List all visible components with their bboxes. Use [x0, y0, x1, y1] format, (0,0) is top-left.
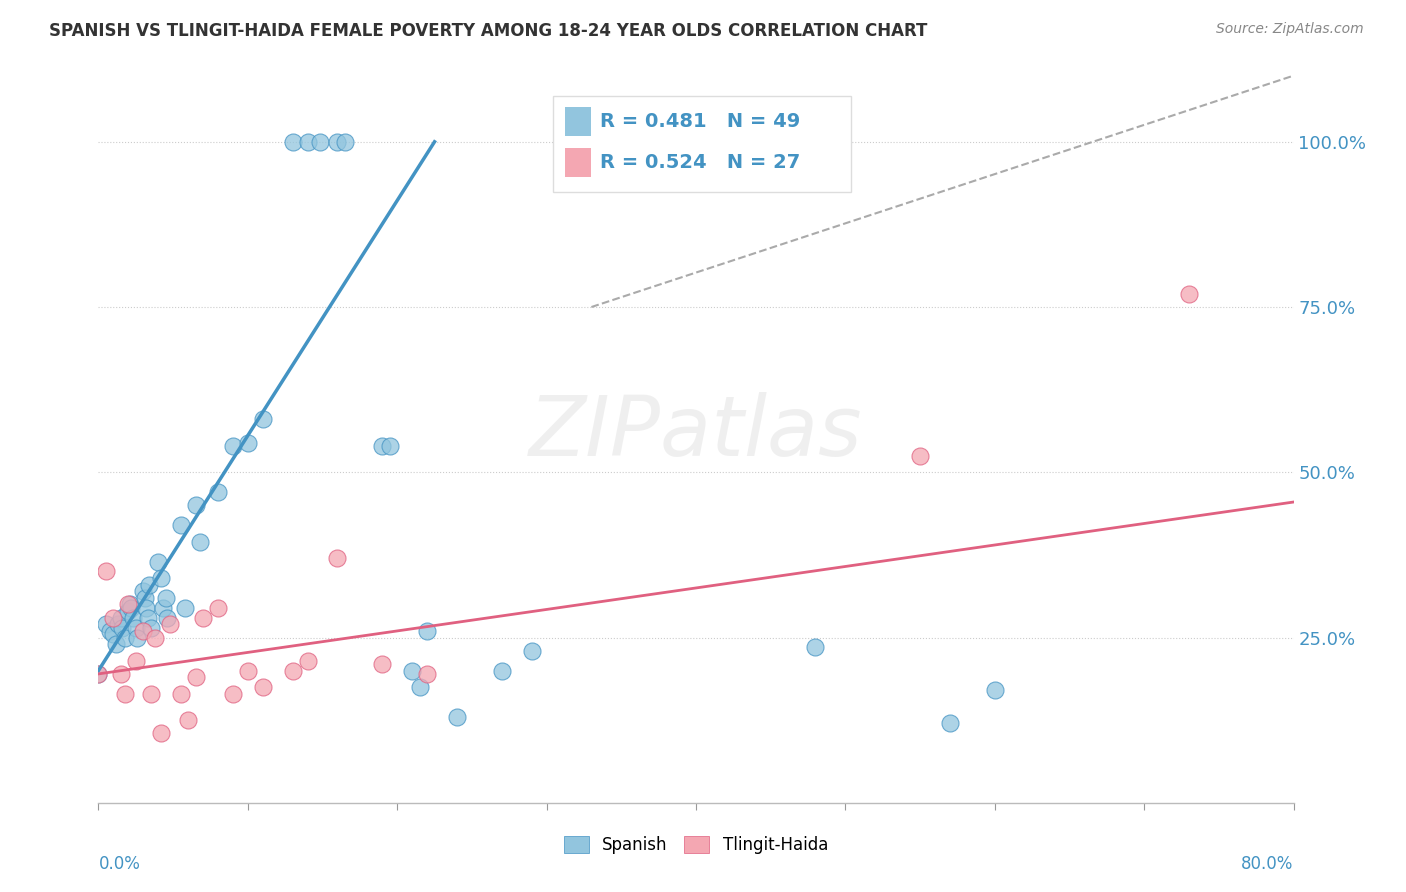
- Legend: Spanish, Tlingit-Haida: Spanish, Tlingit-Haida: [557, 830, 835, 861]
- Point: [1178, 286, 1201, 301]
- Point: [111, 621, 134, 635]
- FancyBboxPatch shape: [553, 95, 852, 192]
- Point: [169, 518, 191, 533]
- Point: [308, 135, 330, 149]
- Point: [333, 135, 356, 149]
- Point: [297, 654, 319, 668]
- FancyBboxPatch shape: [565, 147, 591, 178]
- Point: [114, 631, 136, 645]
- Point: [117, 604, 139, 618]
- Point: [371, 657, 394, 671]
- Point: [107, 617, 129, 632]
- Point: [121, 610, 143, 624]
- Point: [188, 534, 211, 549]
- Text: ZIPatlas: ZIPatlas: [529, 392, 863, 473]
- Point: [191, 610, 214, 624]
- Point: [138, 577, 160, 591]
- Point: [150, 726, 173, 740]
- Point: [87, 666, 110, 681]
- Point: [184, 670, 207, 684]
- Point: [98, 624, 122, 638]
- Point: [378, 439, 401, 453]
- Point: [416, 666, 439, 681]
- Text: SPANISH VS TLINGIT-HAIDA FEMALE POVERTY AMONG 18-24 YEAR OLDS CORRELATION CHART: SPANISH VS TLINGIT-HAIDA FEMALE POVERTY …: [49, 22, 928, 40]
- Point: [143, 631, 166, 645]
- Point: [184, 499, 207, 513]
- Point: [804, 640, 827, 655]
- Point: [174, 600, 197, 615]
- Point: [132, 584, 155, 599]
- Point: [371, 439, 394, 453]
- Point: [984, 683, 1007, 698]
- Point: [94, 617, 117, 632]
- Point: [110, 610, 132, 624]
- Point: [401, 664, 423, 678]
- Point: [408, 680, 430, 694]
- Point: [326, 135, 349, 149]
- Point: [236, 435, 259, 450]
- FancyBboxPatch shape: [565, 107, 591, 136]
- Point: [150, 571, 173, 585]
- Point: [252, 680, 274, 694]
- Point: [120, 600, 142, 615]
- Text: R = 0.524   N = 27: R = 0.524 N = 27: [600, 153, 800, 172]
- Point: [159, 617, 181, 632]
- Point: [177, 713, 200, 727]
- Point: [939, 716, 962, 731]
- Point: [281, 664, 304, 678]
- Point: [136, 610, 159, 624]
- Point: [118, 598, 141, 612]
- Point: [281, 135, 304, 149]
- Point: [297, 135, 319, 149]
- Point: [908, 449, 931, 463]
- Point: [222, 687, 245, 701]
- Text: 0.0%: 0.0%: [98, 855, 141, 872]
- Point: [139, 687, 162, 701]
- Point: [135, 600, 157, 615]
- Point: [520, 644, 543, 658]
- Point: [326, 551, 349, 566]
- Point: [103, 610, 125, 624]
- Point: [105, 637, 128, 651]
- Point: [134, 591, 156, 605]
- Point: [252, 412, 274, 426]
- Text: Source: ZipAtlas.com: Source: ZipAtlas.com: [1216, 22, 1364, 37]
- Point: [236, 664, 259, 678]
- Point: [127, 631, 149, 645]
- Point: [117, 598, 139, 612]
- Point: [222, 439, 245, 453]
- Point: [125, 654, 148, 668]
- Point: [114, 687, 136, 701]
- Point: [416, 624, 439, 638]
- Point: [125, 621, 148, 635]
- Point: [139, 621, 162, 635]
- Point: [491, 664, 513, 678]
- Point: [148, 555, 170, 569]
- Point: [110, 666, 132, 681]
- Point: [94, 565, 117, 579]
- Point: [446, 710, 468, 724]
- Text: R = 0.481   N = 49: R = 0.481 N = 49: [600, 112, 800, 131]
- Point: [152, 600, 174, 615]
- Point: [169, 687, 191, 701]
- Point: [207, 600, 229, 615]
- Point: [103, 627, 125, 641]
- Point: [155, 591, 177, 605]
- Point: [156, 610, 179, 624]
- Point: [132, 624, 155, 638]
- Point: [87, 666, 110, 681]
- Point: [207, 485, 229, 500]
- Text: 80.0%: 80.0%: [1241, 855, 1294, 872]
